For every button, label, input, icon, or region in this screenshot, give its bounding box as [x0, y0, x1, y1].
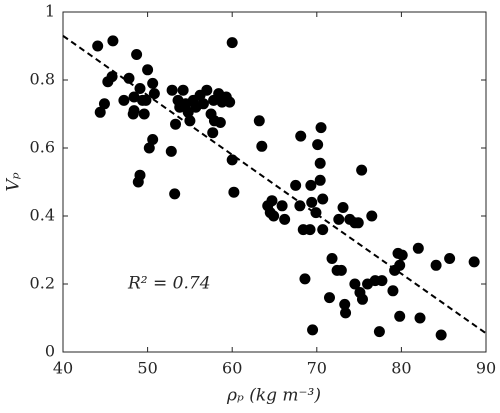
point [373, 326, 385, 338]
point [147, 134, 159, 145]
point [106, 71, 118, 83]
point [279, 213, 291, 225]
point [299, 273, 311, 285]
point [394, 310, 406, 322]
point [412, 242, 424, 254]
y-tick-label: 0 [45, 342, 55, 361]
point [132, 176, 144, 188]
point [323, 292, 335, 304]
point [305, 179, 317, 191]
point [306, 196, 318, 208]
point [307, 324, 319, 336]
y-tick-label: 1 [45, 2, 55, 21]
point [253, 115, 265, 127]
point [134, 83, 146, 94]
x-tick-label: 40 [53, 359, 73, 378]
point [123, 72, 135, 84]
point [333, 213, 345, 225]
point [276, 200, 288, 212]
plot-frame [62, 11, 487, 353]
point [256, 140, 268, 152]
y-tick-label: 0.6 [30, 138, 55, 157]
point [387, 285, 399, 297]
point [226, 37, 238, 49]
point [228, 186, 240, 198]
point [98, 98, 110, 110]
point [326, 253, 338, 264]
point [335, 264, 347, 276]
x-tick-label: 90 [476, 359, 496, 378]
x-axis-label: ρₚ (kg m⁻³) [226, 386, 321, 406]
x-tick-label: 80 [391, 359, 411, 378]
point [207, 127, 219, 139]
point [317, 224, 329, 236]
point [94, 106, 106, 118]
point [140, 94, 152, 106]
point [314, 157, 326, 169]
x-tick-label: 50 [137, 359, 157, 378]
point [214, 117, 226, 128]
point [339, 298, 351, 310]
point [224, 96, 236, 108]
point [128, 91, 140, 103]
x-tick-label: 60 [222, 359, 242, 378]
point [315, 122, 327, 134]
point [197, 98, 209, 110]
point [143, 142, 155, 154]
point [294, 200, 306, 212]
point [430, 259, 442, 271]
point [148, 88, 160, 100]
point [169, 188, 181, 200]
point [376, 275, 388, 287]
annotation: R² = 0.74 [127, 274, 211, 294]
point [366, 210, 378, 222]
point [92, 40, 104, 52]
point [304, 224, 316, 236]
point [290, 179, 302, 191]
point [394, 259, 406, 271]
point [226, 154, 238, 166]
point [414, 312, 426, 324]
point [337, 202, 349, 213]
y-tick-label: 0.2 [30, 274, 55, 293]
fit-line [62, 34, 487, 335]
point [349, 278, 361, 290]
point [165, 145, 177, 157]
point [166, 84, 178, 96]
point [435, 329, 447, 341]
point [127, 108, 139, 120]
point [356, 293, 368, 305]
point [317, 193, 329, 205]
point [131, 49, 143, 60]
point [268, 210, 280, 222]
point [314, 174, 326, 186]
point [266, 195, 278, 207]
point [444, 253, 456, 264]
point [468, 256, 480, 268]
point [107, 35, 119, 47]
point [352, 217, 364, 229]
point [138, 108, 150, 120]
point [177, 84, 189, 96]
y-tick-label: 0.4 [30, 206, 55, 225]
point [201, 84, 213, 96]
point [147, 77, 159, 89]
point [295, 130, 307, 142]
point [340, 307, 352, 319]
point [396, 249, 408, 261]
y-tick-label: 0.8 [30, 70, 55, 89]
point [118, 94, 130, 106]
point [312, 139, 324, 151]
point [142, 64, 154, 76]
y-axis-label: Vₚ [4, 172, 24, 191]
point [356, 164, 368, 176]
x-tick-label: 70 [307, 359, 327, 378]
point [170, 118, 182, 130]
